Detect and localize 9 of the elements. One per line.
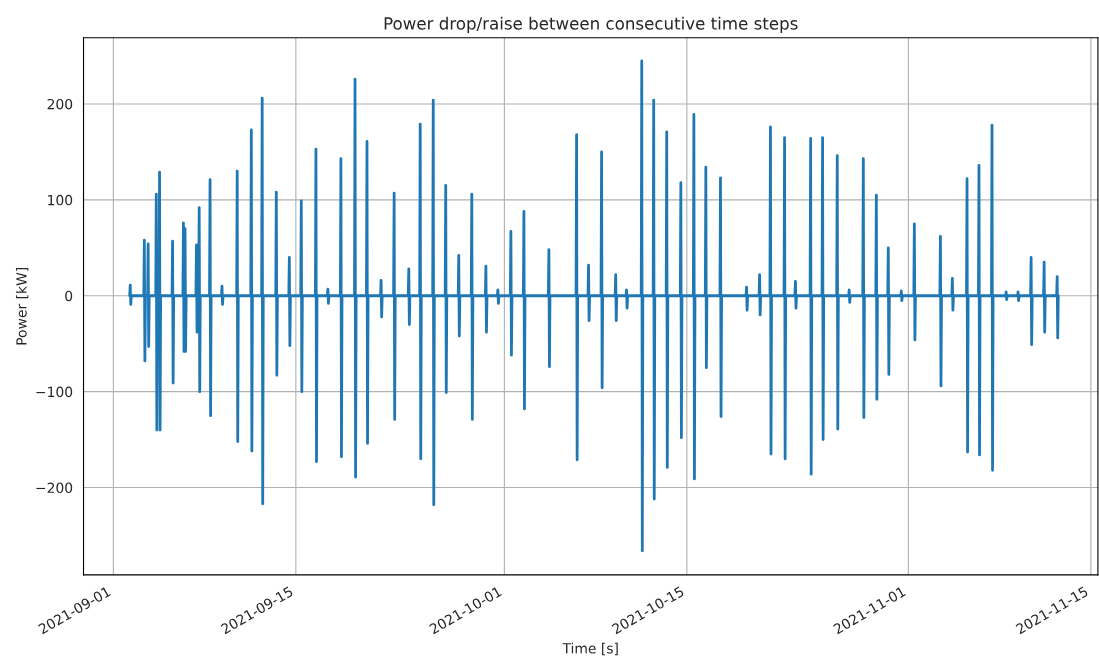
y-axis-title: Power [kW] — [15, 267, 29, 345]
y-tick-label: −200 — [36, 482, 73, 494]
chart-title: Power drop/raise between consecutive time steps — [384, 16, 798, 33]
x-axis-title: Time [s] — [562, 642, 618, 656]
y-tick-label: 200 — [47, 98, 73, 110]
y-tick-label: −100 — [36, 386, 73, 398]
y-tick-label: 100 — [48, 194, 73, 206]
y-tick-label: 0 — [65, 290, 73, 302]
line-series — [128, 59, 1060, 553]
